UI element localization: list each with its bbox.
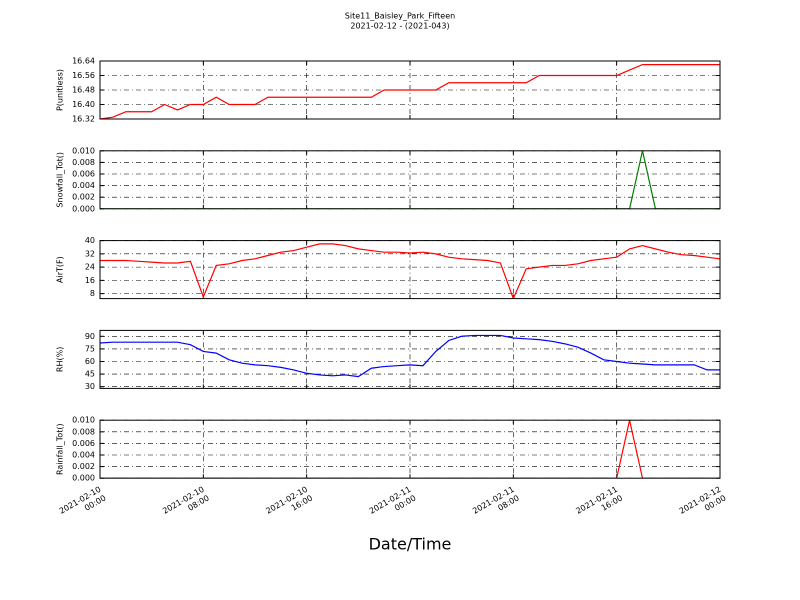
y-axis-label: RH(%) [56, 347, 65, 372]
y-tick-label: 45 [85, 370, 95, 379]
plot-frame [99, 150, 721, 210]
data-line [100, 64, 720, 119]
plot-frame [99, 329, 721, 389]
y-tick-label: 0.006 [72, 439, 95, 448]
y-axis-label: P(unitless) [56, 69, 65, 111]
y-tick-label: 0.008 [72, 427, 95, 436]
y-tick-label: 0.000 [72, 474, 95, 483]
y-tick-label: 8 [90, 289, 95, 298]
y-axis-label: Snowfall_Tot() [56, 152, 65, 208]
y-tick-label: 0.010 [72, 146, 95, 155]
y-axis-label: AirT(F) [56, 256, 65, 283]
y-tick-label: 0.004 [72, 451, 95, 460]
y-tick-label: 30 [85, 382, 95, 391]
plot-frame [99, 240, 721, 300]
y-tick-label: 24 [85, 263, 95, 272]
plot-frame [99, 419, 721, 479]
chart-title: Site11_Baisley_Park_Fifteen [345, 12, 455, 21]
y-tick-label: 16.64 [72, 57, 95, 66]
y-tick-label: 16 [85, 276, 95, 285]
y-axis-label: Rainfall_Tot() [56, 423, 65, 475]
y-tick-label: 16.32 [72, 115, 95, 124]
y-tick-label: 32 [85, 249, 95, 258]
y-tick-label: 0.000 [72, 204, 95, 213]
x-axis-label: Date/Time [369, 535, 452, 554]
y-tick-label: 0.006 [72, 170, 95, 179]
y-tick-label: 0.010 [72, 416, 95, 425]
y-tick-label: 75 [85, 344, 95, 353]
y-tick-label: 0.002 [72, 462, 95, 471]
y-tick-label: 0.004 [72, 181, 95, 190]
plot-frame [99, 60, 721, 120]
data-line [100, 243, 720, 299]
y-tick-label: 0.002 [72, 193, 95, 202]
y-tick-label: 60 [85, 357, 95, 366]
y-tick-label: 16.40 [72, 100, 95, 109]
data-line [100, 334, 720, 378]
y-tick-label: 40 [85, 236, 95, 245]
y-tick-label: 16.56 [72, 71, 95, 80]
chart-subtitle: 2021-02-12 - (2021-043) [350, 22, 449, 31]
y-tick-label: 0.008 [72, 158, 95, 167]
y-tick-label: 16.48 [72, 86, 95, 95]
y-tick-label: 90 [85, 332, 95, 341]
